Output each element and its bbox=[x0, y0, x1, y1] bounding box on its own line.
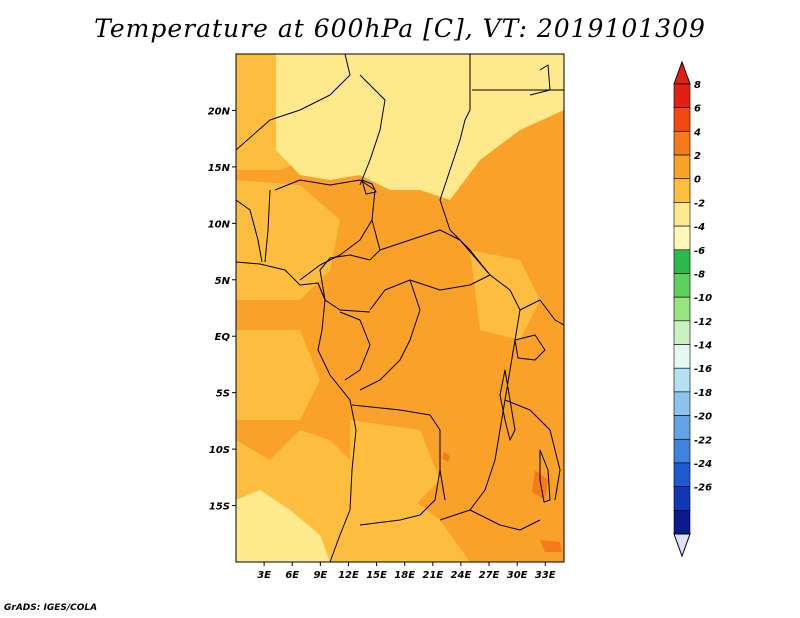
border-nigeria-benin bbox=[264, 189, 271, 263]
border-west-misc bbox=[236, 199, 263, 263]
colorbar-segment bbox=[673, 83, 691, 108]
longitude-ticks: 3E 6E 9E 12E 15E 18E 21E 24E 27E 30E 33E bbox=[257, 562, 556, 581]
colorbar-label: -26 bbox=[694, 483, 712, 494]
colorbar-label: -6 bbox=[694, 246, 705, 257]
lon-tick-label: 15E bbox=[366, 570, 387, 581]
colorbar-label: -14 bbox=[694, 341, 712, 352]
border-congo bbox=[339, 311, 371, 381]
colorbar-label: -10 bbox=[694, 293, 712, 304]
credit-label: GrADS: IGES/COLA bbox=[4, 603, 98, 613]
colorbar-label: 8 bbox=[694, 80, 701, 91]
field-orange-dark-east bbox=[532, 470, 548, 500]
latitude-ticks: 20N 15N 10N 5N EQ 5S 10S 15S bbox=[208, 106, 236, 513]
lon-tick-label: 21E bbox=[422, 570, 443, 581]
lon-tick-label: 18E bbox=[394, 570, 415, 581]
lake-victoria bbox=[514, 334, 546, 361]
colorbar-segment bbox=[673, 344, 691, 369]
colorbar-segment bbox=[673, 178, 691, 203]
colorbar-segment bbox=[673, 296, 691, 322]
colorbar-label: 6 bbox=[694, 104, 701, 115]
colorbar-label: -8 bbox=[694, 269, 705, 280]
coastline-west bbox=[236, 261, 357, 562]
lon-tick-label: 6E bbox=[285, 570, 299, 581]
lon-tick-label: 12E bbox=[338, 570, 359, 581]
colorbar-label: -24 bbox=[694, 459, 712, 470]
border-drc-north bbox=[359, 279, 421, 391]
colorbar-segment bbox=[673, 510, 691, 535]
colorbar-label: -20 bbox=[694, 412, 712, 423]
lat-tick-label: 15S bbox=[209, 502, 230, 513]
border-zambia-south bbox=[469, 509, 541, 531]
border-mali-niger bbox=[236, 54, 351, 151]
colorbar-label: -16 bbox=[694, 364, 712, 375]
lat-tick-label: 10N bbox=[208, 219, 231, 230]
field-orange-dark-southeast bbox=[540, 540, 562, 552]
lon-tick-label: 33E bbox=[535, 570, 556, 581]
lat-tick-label: 10S bbox=[209, 445, 230, 456]
colorbar-label: -12 bbox=[694, 317, 712, 328]
lon-tick-label: 24E bbox=[451, 570, 472, 581]
lake-malawi bbox=[539, 449, 551, 503]
temperature-field bbox=[236, 54, 564, 562]
border-car bbox=[369, 229, 491, 311]
map-frame bbox=[235, 53, 565, 563]
colorbar-bottom-triangle bbox=[673, 533, 691, 558]
border-cameroon bbox=[319, 219, 381, 313]
border-east-africa bbox=[519, 299, 564, 326]
colorbar-segment bbox=[673, 131, 691, 156]
lon-tick-label: 27E bbox=[479, 570, 500, 581]
colorbar-label: -4 bbox=[694, 222, 705, 233]
colorbar-segment bbox=[673, 367, 691, 393]
colorbar-segment bbox=[673, 486, 691, 511]
border-chad-sudan bbox=[439, 119, 491, 276]
colorbar-segment bbox=[673, 202, 691, 227]
colorbar-segment bbox=[673, 154, 691, 180]
field-orange-light-southwest bbox=[236, 330, 320, 420]
lon-tick-label: 3E bbox=[257, 570, 271, 581]
field-light-yellow-southwest bbox=[236, 490, 330, 562]
map-title: Temperature at 600hPa [C], VT: 201910130… bbox=[94, 14, 706, 43]
lat-tick-label: EQ bbox=[215, 332, 231, 343]
border-angola-zambia bbox=[359, 469, 441, 526]
field-orange-light-south bbox=[350, 420, 440, 520]
lake-tanganyika bbox=[499, 369, 516, 441]
colorbar-segment bbox=[673, 462, 691, 487]
lon-tick-label: 9E bbox=[313, 570, 327, 581]
colorbar-label: -2 bbox=[694, 198, 705, 209]
colorbar-segment bbox=[673, 320, 691, 345]
lat-tick-label: 15N bbox=[208, 163, 231, 174]
lake-chad bbox=[361, 179, 377, 195]
colorbar-label: -22 bbox=[694, 435, 712, 446]
field-orange-dark-lake bbox=[442, 452, 450, 462]
colorbar-segment bbox=[673, 391, 691, 416]
lat-tick-label: 5N bbox=[215, 276, 231, 287]
lat-tick-label: 20N bbox=[208, 106, 231, 117]
colorbar-segment bbox=[673, 273, 691, 298]
colorbar-top-triangle bbox=[673, 60, 691, 85]
colorbar-segment bbox=[673, 249, 691, 274]
red-sea-coast bbox=[529, 64, 551, 96]
border-tanzania bbox=[504, 399, 561, 501]
colorbar-label: 0 bbox=[694, 175, 701, 186]
colorbar-label: 4 bbox=[693, 127, 701, 138]
lon-tick-label: 30E bbox=[507, 570, 528, 581]
border-niger-chad bbox=[359, 74, 386, 186]
country-borders bbox=[236, 54, 564, 562]
border-chad-libya bbox=[390, 54, 471, 121]
border-drc-south bbox=[351, 404, 446, 501]
colorbar: 8 6 4 2 0 -2 -4 -6 -8 -10 -12 -14 -16 -18 -20 -22 -24 -26 bbox=[673, 60, 712, 558]
border-nigeria bbox=[274, 179, 376, 281]
field-orange-central bbox=[236, 54, 564, 562]
colorbar-segment bbox=[673, 107, 691, 132]
colorbar-label: -18 bbox=[694, 388, 712, 399]
lat-tick-label: 5S bbox=[216, 389, 230, 400]
colorbar-segment bbox=[673, 415, 691, 440]
colorbar-segment bbox=[673, 438, 691, 464]
colorbar-segment bbox=[673, 225, 691, 251]
colorbar-label: 2 bbox=[694, 151, 701, 162]
